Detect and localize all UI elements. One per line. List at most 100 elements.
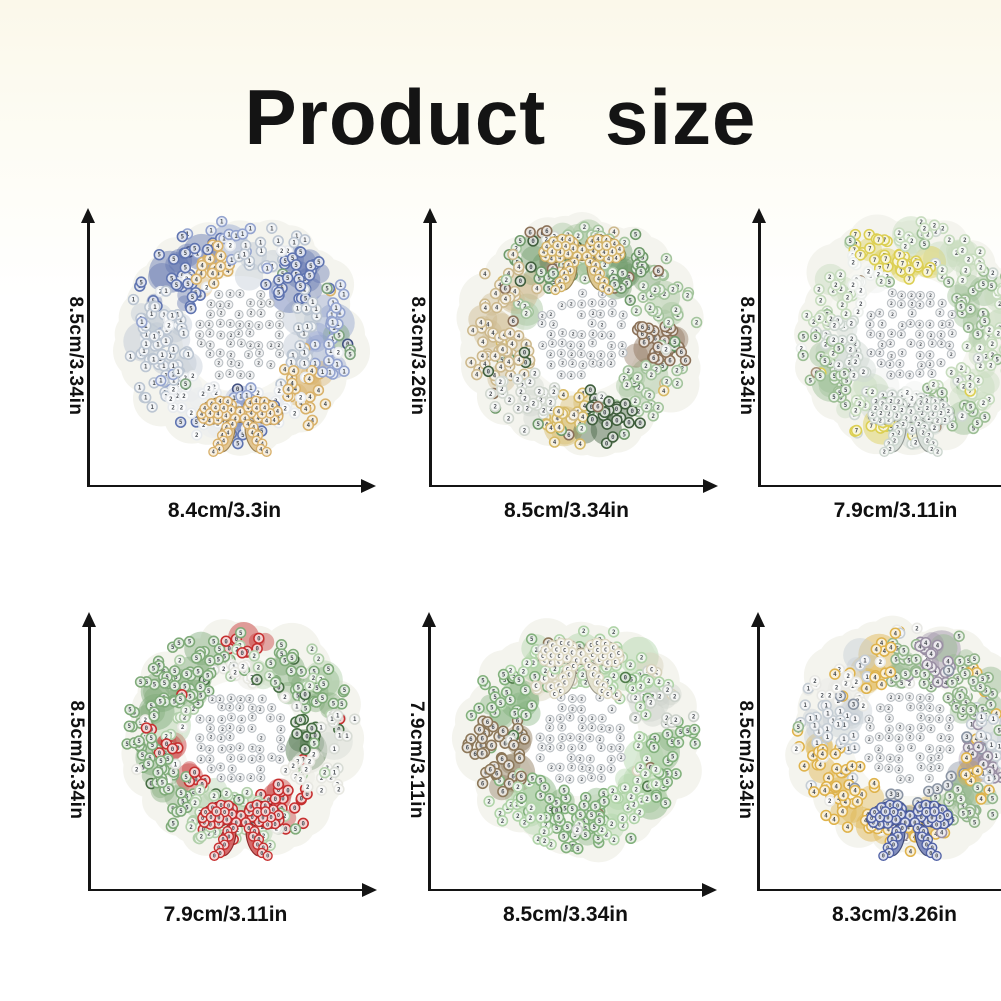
wreath-image-red-berry: 5222550005221205555552555255250555552155…: [121, 619, 365, 861]
svg-text:6: 6: [669, 326, 673, 332]
svg-text:2: 2: [582, 629, 585, 635]
svg-text:0: 0: [277, 813, 280, 819]
svg-text:5: 5: [593, 825, 597, 831]
svg-text:2: 2: [248, 323, 251, 329]
svg-text:0: 0: [194, 778, 198, 784]
svg-text:2: 2: [516, 785, 519, 791]
svg-text:0: 0: [589, 388, 593, 394]
svg-text:2: 2: [592, 332, 595, 338]
svg-text:2: 2: [220, 310, 223, 316]
svg-text:5: 5: [499, 701, 503, 707]
svg-text:5: 5: [140, 280, 144, 286]
svg-text:5: 5: [199, 693, 203, 699]
svg-text:6: 6: [495, 772, 499, 778]
svg-text:4: 4: [558, 250, 561, 256]
svg-text:4: 4: [601, 285, 604, 291]
svg-text:2: 2: [652, 414, 655, 420]
svg-text:2: 2: [583, 277, 586, 283]
svg-text:2: 2: [200, 341, 203, 347]
svg-text:2: 2: [238, 322, 241, 328]
svg-text:5: 5: [638, 251, 642, 257]
svg-text:4: 4: [208, 257, 212, 263]
svg-text:2: 2: [879, 411, 882, 417]
svg-text:2: 2: [552, 322, 555, 328]
svg-text:2: 2: [634, 696, 637, 702]
svg-text:2: 2: [552, 390, 555, 396]
svg-text:2: 2: [550, 363, 553, 369]
svg-text:1: 1: [243, 252, 247, 258]
svg-text:2: 2: [831, 352, 834, 358]
svg-text:4: 4: [554, 288, 557, 294]
svg-text:5: 5: [212, 639, 216, 645]
svg-text:4: 4: [568, 268, 571, 274]
svg-text:5: 5: [188, 694, 192, 700]
svg-text:2: 2: [930, 333, 933, 339]
svg-text:4: 4: [304, 407, 308, 413]
svg-text:1: 1: [303, 351, 307, 357]
svg-text:2: 2: [948, 238, 951, 244]
svg-text:2: 2: [950, 370, 953, 376]
svg-text:2: 2: [893, 439, 896, 445]
svg-text:0: 0: [235, 637, 239, 643]
svg-text:5: 5: [540, 270, 544, 276]
svg-text:4: 4: [299, 402, 303, 408]
svg-text:1: 1: [152, 381, 156, 387]
svg-text:4: 4: [234, 416, 237, 422]
svg-text:2: 2: [229, 746, 232, 752]
svg-text:5: 5: [972, 289, 976, 295]
svg-text:0: 0: [225, 818, 228, 824]
svg-text:2: 2: [231, 767, 234, 773]
svg-text:6: 6: [684, 358, 688, 364]
svg-text:5: 5: [976, 332, 980, 338]
svg-text:2: 2: [198, 788, 201, 794]
svg-text:2: 2: [251, 746, 254, 752]
svg-text:5: 5: [677, 741, 681, 747]
svg-text:5: 5: [844, 388, 848, 394]
svg-text:7: 7: [916, 262, 919, 268]
svg-text:1: 1: [331, 337, 335, 343]
svg-text:2: 2: [635, 309, 638, 315]
svg-text:5: 5: [552, 280, 556, 286]
svg-text:4: 4: [503, 333, 507, 339]
svg-text:4: 4: [483, 272, 487, 278]
svg-text:C: C: [534, 684, 538, 690]
svg-text:1: 1: [152, 357, 156, 363]
svg-text:5: 5: [181, 235, 185, 241]
vertical-dimension-arrow: [424, 208, 436, 487]
svg-text:2: 2: [600, 776, 603, 782]
svg-text:1: 1: [140, 320, 144, 326]
svg-text:2: 2: [910, 428, 913, 434]
svg-text:2: 2: [887, 412, 890, 418]
svg-text:5: 5: [304, 296, 308, 302]
svg-text:4: 4: [564, 244, 567, 250]
svg-text:2: 2: [917, 422, 920, 428]
svg-text:2: 2: [237, 331, 240, 337]
svg-text:2: 2: [239, 745, 242, 751]
svg-text:2: 2: [591, 341, 594, 347]
svg-text:2: 2: [877, 273, 880, 279]
svg-text:2: 2: [977, 379, 980, 385]
svg-text:4: 4: [550, 257, 553, 263]
svg-text:0: 0: [523, 351, 527, 357]
svg-text:2: 2: [905, 416, 908, 422]
svg-text:2: 2: [549, 407, 552, 413]
svg-text:2: 2: [978, 250, 981, 256]
svg-text:2: 2: [610, 343, 613, 349]
svg-text:2: 2: [663, 292, 666, 298]
svg-text:4: 4: [307, 423, 311, 429]
svg-text:2: 2: [487, 800, 490, 806]
svg-text:2: 2: [850, 337, 853, 343]
svg-text:2: 2: [220, 717, 223, 723]
svg-text:5: 5: [623, 432, 627, 438]
svg-text:2: 2: [922, 430, 925, 436]
svg-text:2: 2: [559, 765, 562, 771]
svg-text:2: 2: [887, 417, 890, 423]
svg-text:2: 2: [229, 341, 232, 347]
svg-text:6: 6: [511, 319, 515, 325]
height-label: 8.5cm/3.34in: [66, 700, 87, 820]
svg-text:4: 4: [216, 244, 220, 250]
svg-text:5: 5: [290, 656, 294, 662]
svg-text:2: 2: [933, 223, 936, 229]
svg-text:2: 2: [176, 394, 179, 400]
svg-text:2: 2: [812, 320, 815, 326]
